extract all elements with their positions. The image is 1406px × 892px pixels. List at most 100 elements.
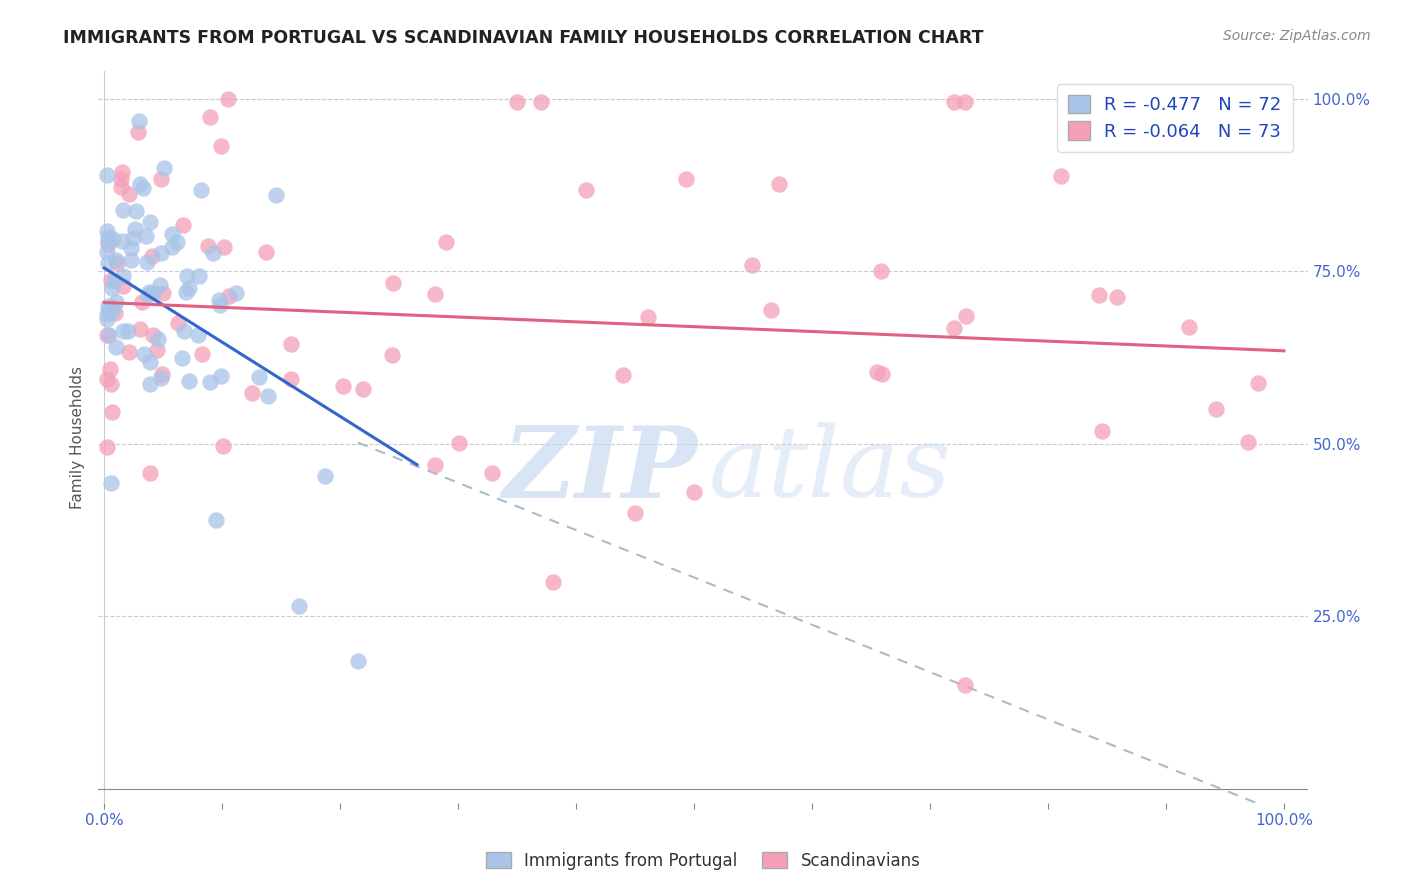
Point: [225, 285, 247, 300]
Point: [141, 249, 163, 263]
Point: [101, 300, 124, 314]
Point: [254, 244, 277, 259]
Point: [112, 325, 135, 339]
Point: [177, 281, 200, 295]
Point: [200, 375, 222, 389]
Point: [129, 322, 152, 336]
Point: [97, 234, 120, 248]
Point: [150, 367, 173, 381]
Point: [100, 476, 122, 491]
Point: [150, 371, 173, 385]
Point: [1237, 434, 1260, 449]
Point: [741, 258, 763, 272]
Point: [449, 436, 471, 450]
Point: [942, 321, 965, 335]
Point: [166, 235, 188, 249]
Point: [149, 277, 172, 292]
Point: [96, 224, 118, 238]
Point: [120, 241, 142, 255]
Point: [624, 506, 647, 520]
Point: [675, 171, 697, 186]
Point: [177, 374, 200, 388]
Point: [942, 95, 965, 110]
Point: [955, 678, 977, 692]
Point: [138, 285, 160, 299]
Text: ZIP: ZIP: [502, 422, 697, 518]
Point: [97, 236, 120, 251]
Point: [104, 306, 127, 320]
Point: [288, 599, 311, 614]
Point: [139, 215, 162, 229]
Point: [97, 300, 120, 314]
Point: [190, 347, 212, 361]
Point: [1178, 320, 1201, 334]
Point: [160, 227, 183, 242]
Point: [637, 310, 659, 325]
Legend: Immigrants from Portugal, Scandinavians: Immigrants from Portugal, Scandinavians: [479, 846, 927, 877]
Point: [103, 274, 125, 288]
Point: [122, 230, 145, 244]
Point: [104, 252, 127, 267]
Point: [139, 376, 162, 391]
Point: [96, 307, 118, 321]
Point: [146, 343, 169, 357]
Point: [128, 113, 150, 128]
Point: [117, 324, 139, 338]
Text: IMMIGRANTS FROM PORTUGAL VS SCANDINAVIAN FAMILY HOUSEHOLDS CORRELATION CHART: IMMIGRANTS FROM PORTUGAL VS SCANDINAVIAN…: [63, 29, 984, 46]
Point: [97, 255, 120, 269]
Point: [97, 328, 120, 343]
Point: [187, 328, 209, 343]
Point: [264, 188, 287, 202]
Point: [150, 246, 173, 260]
Point: [111, 202, 134, 217]
Point: [124, 222, 146, 236]
Point: [198, 111, 221, 125]
Point: [1049, 169, 1071, 183]
Point: [139, 466, 162, 480]
Point: [97, 230, 120, 244]
Point: [381, 348, 404, 362]
Point: [100, 405, 122, 419]
Point: [187, 268, 209, 283]
Point: [136, 288, 159, 302]
Point: [135, 254, 157, 268]
Point: [96, 168, 118, 182]
Point: [110, 180, 132, 194]
Point: [955, 95, 977, 110]
Text: Source: ZipAtlas.com: Source: ZipAtlas.com: [1223, 29, 1371, 43]
Point: [332, 379, 354, 393]
Point: [111, 165, 134, 179]
Point: [280, 337, 302, 351]
Point: [240, 386, 263, 401]
Point: [683, 485, 706, 500]
Point: [869, 264, 891, 278]
Point: [118, 187, 141, 202]
Point: [197, 239, 219, 253]
Point: [247, 370, 270, 384]
Point: [481, 467, 503, 481]
Point: [257, 389, 280, 403]
Point: [135, 228, 157, 243]
Point: [382, 276, 405, 290]
Point: [209, 138, 232, 153]
Point: [118, 345, 141, 359]
Legend: R = -0.477   N = 72, R = -0.064   N = 73: R = -0.477 N = 72, R = -0.064 N = 73: [1057, 84, 1292, 152]
Point: [176, 269, 198, 284]
Point: [436, 235, 458, 249]
Point: [142, 328, 165, 343]
Point: [209, 368, 232, 383]
Point: [131, 294, 153, 309]
Point: [100, 377, 122, 392]
Point: [314, 468, 336, 483]
Point: [575, 183, 598, 197]
Point: [153, 161, 176, 175]
Point: [100, 281, 122, 295]
Point: [352, 382, 374, 396]
Point: [1246, 376, 1268, 391]
Point: [280, 372, 302, 386]
Point: [202, 246, 225, 260]
Point: [612, 368, 634, 383]
Point: [541, 574, 564, 589]
Point: [1205, 402, 1227, 417]
Point: [212, 240, 235, 254]
